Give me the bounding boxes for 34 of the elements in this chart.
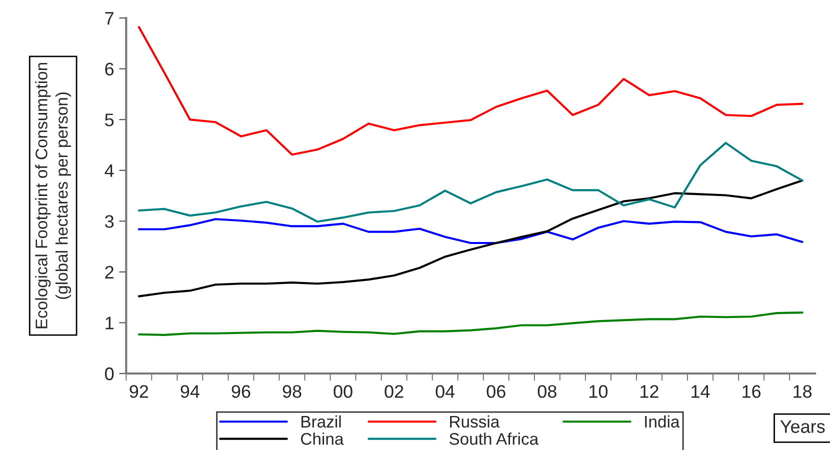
x-axis-title: Years xyxy=(780,420,825,433)
x-tick-label: 94 xyxy=(180,385,200,398)
y-tick-label: 1 xyxy=(106,316,114,330)
line-series xyxy=(138,218,804,244)
x-tick-label: 06 xyxy=(486,385,506,398)
x-tick-label: 16 xyxy=(742,385,761,398)
x-tick-label: 02 xyxy=(384,385,404,398)
x-tick-label: 92 xyxy=(130,385,148,398)
y-tick-label: 4 xyxy=(104,164,114,177)
legend-label: Russia xyxy=(450,415,500,428)
y-tick-label: 5 xyxy=(105,114,114,126)
legend-label: India xyxy=(645,415,680,428)
x-tick-label: 00 xyxy=(334,385,352,398)
y-axis-title: Ecological Footprint of Consumption (global hectares per person) xyxy=(35,62,72,328)
y-tick-label: 0 xyxy=(105,367,114,380)
legend-label: China xyxy=(301,432,344,445)
line-series xyxy=(138,142,804,223)
x-tick-label: 04 xyxy=(436,385,455,398)
line-series xyxy=(138,312,804,336)
legend-label: South Africa xyxy=(449,432,539,445)
x-tick-label: 14 xyxy=(692,385,710,398)
legend-label: Brazil xyxy=(302,415,341,428)
x-tick-label: 10 xyxy=(590,385,608,398)
y-tick-label: 7 xyxy=(105,12,114,25)
x-tick-label: 98 xyxy=(282,385,302,398)
line-series xyxy=(138,26,804,156)
y-tick-label: 6 xyxy=(105,62,114,76)
y-tick-label: 3 xyxy=(105,215,114,228)
x-tick-label: 08 xyxy=(538,385,556,398)
y-tick-label: 2 xyxy=(105,266,114,278)
line-series xyxy=(138,179,804,298)
x-tick-label: 96 xyxy=(232,385,250,398)
x-tick-label: 18 xyxy=(794,385,812,398)
x-tick-label: 12 xyxy=(640,385,658,398)
